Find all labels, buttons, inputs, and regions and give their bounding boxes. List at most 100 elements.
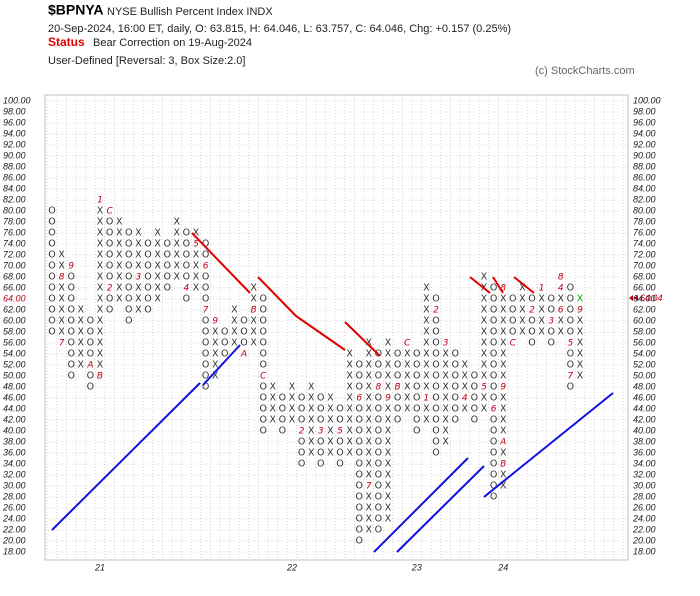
x-tick-label: 21 [94,562,105,572]
o-box: O [432,426,439,437]
x-box: X [423,327,430,338]
o-box: O [509,316,516,327]
x-tick-label: 24 [497,562,508,572]
x-box: X [481,393,488,404]
x-box: X [366,360,373,371]
month-marker: 8 [376,383,382,393]
x-box: X [423,305,430,316]
x-box: X [500,371,507,382]
x-box: X [193,250,200,261]
x-box: X [404,371,411,382]
o-box: O [240,338,247,349]
x-box: X [97,206,104,217]
y-tick-label: 44.00 [3,403,26,413]
trendlines [51,232,614,553]
x-box: X [366,437,373,448]
o-box: O [432,360,439,371]
o-box: O [106,294,113,305]
o-box: O [202,360,209,371]
y-tick-label: 78.00 [3,216,26,226]
y-tick-label-right: 20.00 [632,535,656,545]
o-box: O [355,404,362,415]
x-box: X [154,228,161,239]
x-box: X [577,371,584,382]
x-box: X [250,294,257,305]
o-box: O [48,228,55,239]
o-box: O [375,371,382,382]
o-box: O [48,305,55,316]
x-box: X [154,283,161,294]
o-box: O [375,404,382,415]
o-box: O [355,525,362,536]
x-box: X [481,360,488,371]
o-box: O [451,415,458,426]
x-box: X [481,404,488,415]
o-box: O [528,316,535,327]
x-box: X [462,382,469,393]
x-box: X [327,437,334,448]
y-tick-label: 24.00 [2,513,26,523]
o-box: O [375,415,382,426]
y-tick-label-right: 34.00 [633,458,656,468]
y-tick-label: 36.00 [3,447,26,457]
y-tick-label-right: 82.00 [633,194,656,204]
resistance-line [191,232,251,294]
x-box: X [116,250,123,261]
x-box: X [519,294,526,305]
month-marker: B [251,306,257,316]
x-box: X [289,393,296,404]
x-box: X [423,349,430,360]
x-box: X [577,360,584,371]
x-box: X [97,327,104,338]
o-box: O [509,294,516,305]
o-box: O [125,239,132,250]
month-marker: 2 [299,427,305,437]
month-marker: 3 [136,273,142,283]
x-box: X [385,503,392,514]
x-box: X [231,316,238,327]
x-box: X [577,294,584,305]
x-box: X [481,327,488,338]
o-box: O [317,415,324,426]
month-marker: 9 [212,317,218,327]
x-box: X [423,294,430,305]
x-box: X [423,404,430,415]
y-tick-label: 42.00 [3,414,26,424]
y-tick-label: 92.00 [3,139,26,149]
y-tick-label-right: 32.00 [633,469,656,479]
o-box: O [471,371,478,382]
x-box: X [78,316,85,327]
o-box: O [355,514,362,525]
month-marker: 2 [107,284,113,294]
x-box: X [78,338,85,349]
y-tick-label: 66.00 [3,282,26,292]
o-box: O [202,250,209,261]
o-box: O [567,316,574,327]
o-box: O [259,305,266,316]
x-box: X [385,415,392,426]
y-tick-label-right: 26.00 [632,502,656,512]
x-box: X [558,327,565,338]
x-box: X [519,316,526,327]
x-box: X [481,316,488,327]
x-box: X [58,316,65,327]
x-box: X [308,382,315,393]
o-box: O [279,415,286,426]
month-marker: 4 [558,284,564,294]
x-box: X [500,316,507,327]
